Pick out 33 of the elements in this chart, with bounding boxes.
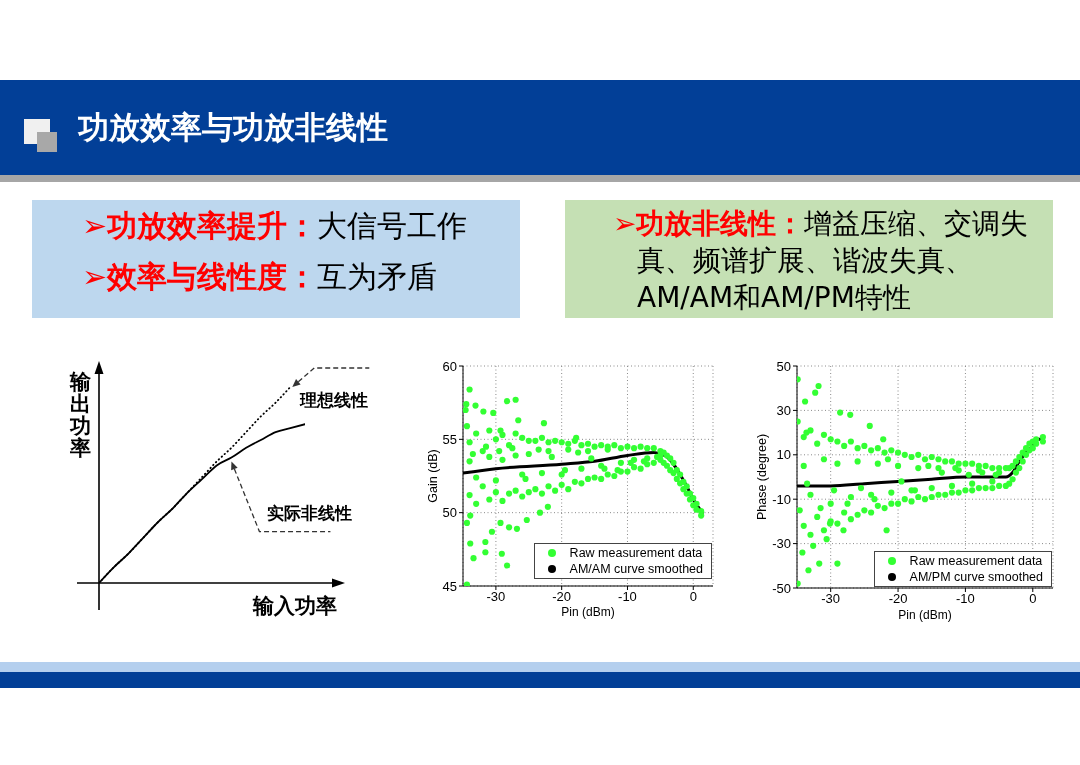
x-tick-label: 0	[689, 589, 697, 605]
legend-label: AM/PM curve smoothed	[909, 570, 1043, 584]
x-tick-label: 0	[1029, 591, 1037, 607]
y-axis-title: Gain (dB)	[426, 449, 440, 503]
y-tick-label: 30	[776, 403, 791, 419]
text-panel: ➢功放效率提升：大信号工作 ➢效率与线性度：互为矛盾	[32, 200, 520, 318]
x-tick-label: -30	[821, 591, 841, 607]
x-tick-label: -30	[486, 589, 506, 605]
series-label: 理想线性	[299, 390, 369, 410]
y-tick-label: -10	[772, 491, 791, 507]
x-tick-label: -20	[888, 591, 908, 607]
x-tick-label: -20	[552, 589, 572, 605]
x-tick-label: -10	[618, 589, 637, 605]
y-tick-label: -30	[772, 536, 791, 552]
legend-label: AM/AM curve smoothed	[569, 562, 703, 576]
legend-label: Raw measurement data	[569, 546, 703, 560]
text-panel: ➢功放非线性：增益压缩、交调失真、频谱扩展、谐波失真、AM/AM和AM/PM特性	[565, 200, 1053, 318]
y-axis-title: 输出功率	[69, 370, 91, 460]
y-tick-label: 55	[442, 431, 457, 447]
x-tick-label: -10	[956, 591, 975, 607]
text: 实际非线性	[267, 504, 353, 524]
y-tick-label: -50	[772, 580, 791, 596]
y-tick-label: 10	[776, 447, 791, 463]
legend-label: Raw measurement data	[909, 554, 1043, 568]
y-tick-label: 50	[776, 358, 791, 374]
text: 功放效率与功放非线性	[78, 109, 388, 145]
x-axis-title: 输入功率	[253, 594, 337, 618]
x-axis-title: Pin (dBm)	[898, 608, 952, 622]
y-tick-label: 50	[442, 505, 457, 521]
y-axis-title: Phase (degree)	[755, 433, 769, 521]
x-axis-title: Pin (dBm)	[561, 605, 615, 619]
y-tick-label: 60	[442, 358, 457, 374]
y-tick-label: 45	[442, 578, 457, 594]
